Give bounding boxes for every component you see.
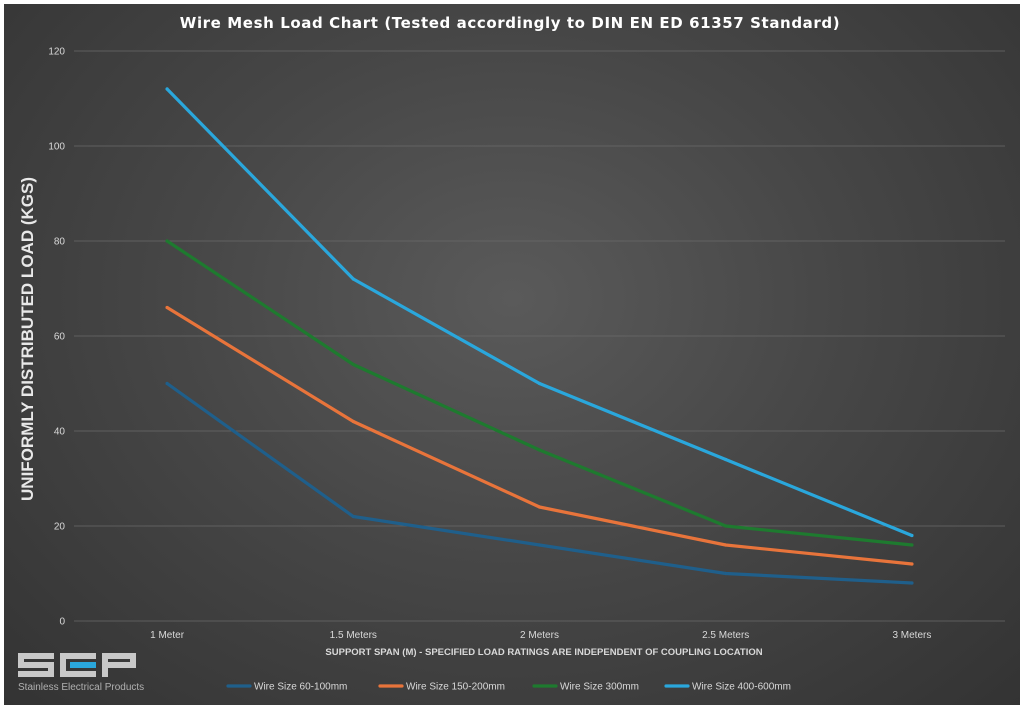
x-tick-label: 2.5 Meters — [702, 630, 749, 641]
series-layer — [165, 87, 914, 585]
data-point — [537, 543, 542, 547]
y-tick-label: 60 — [54, 332, 66, 343]
series-line — [165, 87, 914, 538]
data-point — [910, 543, 914, 547]
data-point — [724, 543, 728, 547]
data-point — [724, 524, 728, 528]
company-logo: Stainless Electrical Products — [18, 653, 144, 693]
grid-layer — [74, 50, 1005, 622]
data-point — [351, 514, 355, 519]
series-line — [165, 305, 914, 566]
data-point — [910, 581, 914, 585]
x-tick-label: 3 Meters — [892, 630, 931, 641]
y-tick-label: 0 — [59, 617, 65, 628]
y-tick-labels: 0 20 40 60 80 100 120 — [48, 47, 65, 628]
legend-label: Wire Size 150-200mm — [406, 682, 505, 693]
data-point — [165, 87, 169, 91]
y-tick-label: 100 — [48, 142, 65, 153]
data-point — [910, 533, 914, 538]
data-point — [537, 448, 542, 452]
x-tick-label: 2 Meters — [520, 630, 559, 641]
chart-svg: Wire Mesh Load Chart (Tested accordingly… — [18, 14, 1005, 693]
y-tick-label: 40 — [54, 427, 66, 438]
data-point — [724, 457, 728, 462]
x-axis-label: SUPPORT SPAN (M) - SPECIFIED LOAD RATING… — [325, 647, 762, 658]
data-point — [351, 419, 355, 424]
chart-frame: Wire Mesh Load Chart (Tested accordingly… — [4, 4, 1020, 705]
data-point — [165, 305, 169, 310]
data-point — [910, 562, 914, 566]
y-tick-label: 20 — [54, 522, 66, 533]
y-axis-label: UNIFORMLY DISTRIBUTED LOAD (KGS) — [18, 177, 37, 501]
y-tick-label: 120 — [48, 47, 65, 58]
legend-label: Wire Size 400-600mm — [692, 682, 791, 693]
data-point — [724, 571, 728, 576]
legend-label: Wire Size 60-100mm — [254, 682, 347, 693]
series-line — [165, 239, 914, 547]
legend: Wire Size 60-100mm Wire Size 150-200mm Wir… — [226, 682, 791, 693]
x-tick-label: 1 Meter — [150, 630, 185, 641]
sep-logo-mark — [18, 653, 136, 677]
x-tick-labels: 1 Meter 1.5 Meters 2 Meters 2.5 Meters 3 Met… — [150, 630, 931, 641]
data-point — [537, 505, 542, 509]
logo-caption: Stainless Electrical Products — [18, 682, 144, 693]
data-point — [537, 381, 542, 386]
data-point — [351, 277, 355, 281]
y-tick-label: 80 — [54, 237, 66, 248]
data-point — [165, 239, 169, 243]
legend-label: Wire Size 300mm — [560, 682, 639, 693]
chart-title: Wire Mesh Load Chart (Tested accordingly… — [180, 14, 840, 32]
data-point — [351, 362, 355, 367]
x-tick-label: 1.5 Meters — [330, 630, 377, 641]
data-point — [165, 381, 169, 386]
